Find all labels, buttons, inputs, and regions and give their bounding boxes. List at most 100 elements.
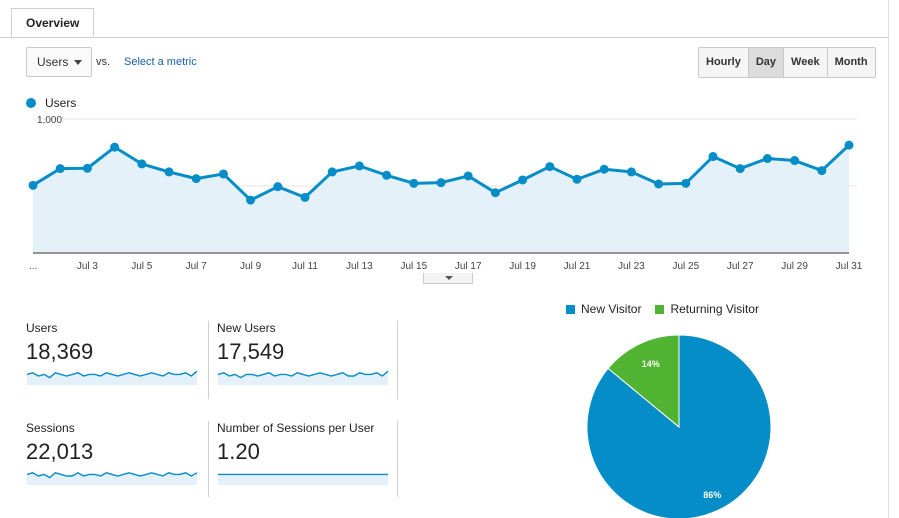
pie-slice-label: 14% (642, 359, 660, 369)
data-point-jul-25 (681, 178, 691, 188)
data-point-jul-26 (708, 152, 718, 162)
hourly-button[interactable]: Hourly (699, 48, 748, 77)
data-point-jul-1 (28, 180, 38, 190)
x-tick-label: Jul 19 (509, 261, 536, 272)
data-point-jul-6 (164, 167, 174, 177)
chart-legend-label: Users (45, 96, 77, 110)
data-point-jul-8 (218, 169, 228, 179)
users-legend-dot (26, 98, 36, 108)
data-point-jul-20 (545, 162, 555, 172)
stat-sessions-per-user: Number of Sessions per User 1.20 (217, 421, 392, 501)
pie-slice-label: 86% (703, 490, 721, 500)
data-point-jul-27 (735, 164, 745, 174)
stat-new-users: New Users 17,549 (217, 321, 392, 401)
data-point-jul-5 (137, 159, 147, 169)
data-point-jul-23 (626, 167, 636, 177)
stat-users: Users 18,369 (26, 321, 201, 401)
data-point-jul-22 (599, 164, 609, 174)
data-point-jul-13 (354, 161, 364, 171)
stat-sessions: Sessions 22,013 (26, 421, 201, 501)
legend-swatch (566, 304, 575, 314)
users-area (33, 145, 849, 253)
legend-label: New Visitor (581, 302, 642, 316)
legend-label: Returning Visitor (670, 302, 759, 316)
sessions-per-user-sparkline (218, 473, 388, 485)
x-tick-label: Jul 21 (564, 261, 591, 272)
sparkline-area (27, 371, 197, 385)
pie-legend: New Visitor Returning Visitor (566, 302, 773, 316)
data-point-jul-9 (246, 195, 256, 205)
data-point-jul-11 (300, 192, 310, 202)
week-button[interactable]: Week (783, 48, 827, 77)
chart-legend: Users (26, 96, 76, 110)
x-tick-label: Jul 27 (727, 261, 754, 272)
collapse-chart-handle[interactable] (423, 273, 473, 284)
x-tick-label: Jul 25 (672, 261, 699, 272)
month-button[interactable]: Month (826, 48, 875, 77)
x-tick-label: Jul 11 (292, 261, 318, 272)
data-point-jul-15 (409, 178, 419, 188)
caret-down-icon (445, 276, 453, 280)
divider (208, 421, 209, 497)
x-tick-label: Jul 7 (186, 261, 208, 272)
divider (208, 321, 209, 399)
stat-label: New Users (217, 321, 276, 335)
data-point-jul-16 (436, 178, 446, 188)
x-tick-label: Jul 9 (240, 261, 262, 272)
sparkline-line (26, 370, 198, 379)
y-tick-label: 1,000 (37, 115, 62, 126)
x-tick-label: Jul 23 (618, 261, 645, 272)
data-point-jul-12 (327, 167, 337, 177)
divider (397, 321, 398, 399)
select-metric-link[interactable]: Select a metric (124, 56, 197, 68)
pie-slice-new-visitor (586, 334, 772, 518)
visitor-pie-chart: 86% 14% (586, 334, 772, 518)
data-point-jul-10 (273, 182, 283, 192)
x-tick-label: Jul 31 (836, 261, 863, 272)
x-tick-label: ... (29, 261, 37, 272)
data-point-jul-2 (55, 164, 65, 174)
legend-returning-visitor[interactable]: Returning Visitor (655, 302, 759, 316)
data-point-jul-29 (790, 156, 800, 166)
legend-swatch (655, 304, 665, 314)
x-tick-label: Jul 15 (400, 261, 427, 272)
x-tick-label: Jul 13 (346, 261, 373, 272)
data-point-jul-30 (817, 166, 827, 176)
data-point-jul-18 (490, 188, 500, 198)
data-point-jul-24 (654, 179, 664, 189)
new-users-sparkline (217, 370, 389, 385)
metric-dropdown[interactable]: Users (26, 47, 92, 77)
chevron-down-icon (74, 60, 82, 65)
x-tick-label: Jul 3 (77, 261, 99, 272)
tab-bar: Overview (0, 0, 889, 38)
sparkline-area (27, 472, 197, 485)
stat-value: 17,549 (217, 339, 285, 364)
data-point-jul-3 (82, 163, 92, 173)
legend-new-visitor[interactable]: New Visitor (566, 302, 641, 316)
stat-value: 22,013 (26, 439, 94, 464)
metric-dropdown-value: Users (37, 55, 69, 69)
data-point-jul-7 (191, 174, 201, 184)
x-tick-label: Jul 17 (455, 261, 482, 272)
granularity-toggle: Hourly Day Week Month (698, 47, 876, 78)
sparkline-area (218, 474, 388, 485)
day-button[interactable]: Day (747, 48, 784, 77)
pie-slice-returning-visitor (607, 334, 680, 429)
vs-label: vs. (96, 56, 111, 68)
sessions-sparkline (26, 471, 198, 485)
tab-overview[interactable]: Overview (11, 8, 95, 37)
stat-label: Users (26, 321, 58, 335)
data-point-jul-28 (762, 154, 772, 164)
data-point-jul-19 (518, 175, 528, 185)
x-tick-label: Jul 5 (131, 261, 153, 272)
data-point-jul-17 (463, 171, 473, 181)
sparkline-line (217, 370, 389, 379)
x-tick-label: Jul 29 (781, 261, 808, 272)
panel-border (888, 0, 889, 518)
stat-value: 1.20 (217, 439, 260, 464)
data-point-jul-21 (572, 174, 582, 184)
stat-label: Sessions (26, 421, 75, 435)
stat-label: Number of Sessions per User (217, 421, 375, 435)
sparkline-line (26, 471, 198, 479)
